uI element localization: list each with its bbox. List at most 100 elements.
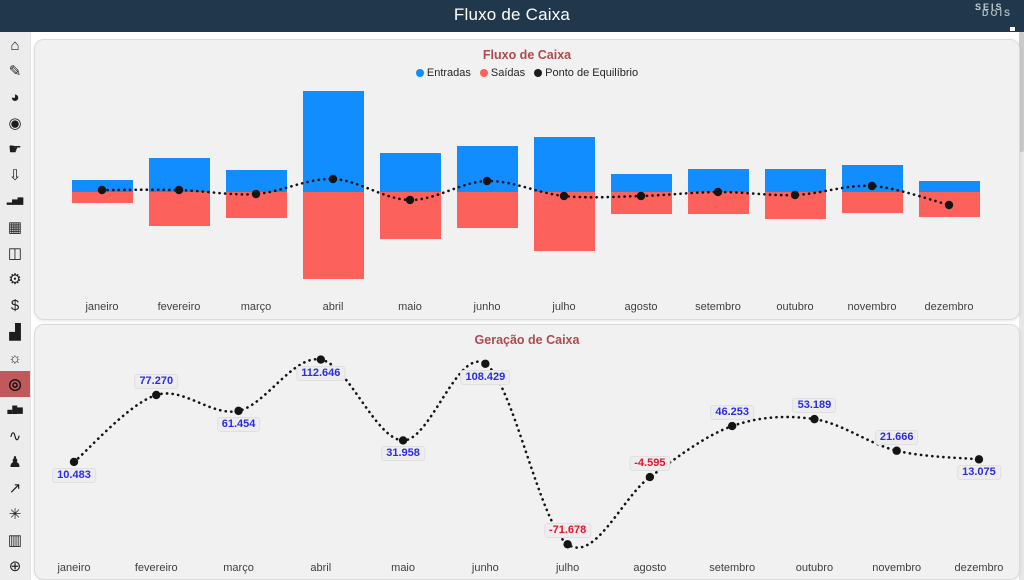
saidas-bar-dezembro[interactable] [918,192,980,217]
entradas-bar-novembro[interactable] [841,165,903,192]
saidas-bar-agosto[interactable] [610,192,672,214]
chart-coin-icon: ▟ [9,323,21,341]
saidas-bar-setembro[interactable] [687,192,749,214]
x-axis-label: agosto [633,562,667,574]
x-axis-label: novembro [872,562,922,574]
table-icon: ▦ [7,219,23,237]
data-label-abril: 112.646 [296,365,346,381]
dollar-network-icon: ☼ [8,349,22,367]
flux-chart-card: Fluxo de Caixa Entradas Saídas Ponto de Eq… [34,39,1020,320]
data-label-agosto: -4.595 [629,456,671,472]
x-axis-label: fevereiro [134,562,178,574]
page-title: Fluxo de Caixa [453,5,571,24]
x-axis-label: julho [552,301,576,313]
sidebar-item-people-chart[interactable]: ▥ [0,528,30,554]
x-axis-label: abril [310,562,332,574]
hand-money-icon: ☛ [8,140,22,158]
dotted-line [72,358,981,549]
data-label-dezembro: 13.075 [957,465,1001,481]
growth-bars-icon: ▂▅▇ [6,198,24,206]
entradas-bar-agosto[interactable] [610,174,672,192]
legend-item[interactable]: Entradas [415,67,471,79]
data-point-marker [398,436,408,445]
sidebar-item-indicators[interactable]: ◉ [0,110,30,136]
sidebar-item-coins-analysis[interactable]: ♟ [0,450,30,476]
sidebar-item-projection-chart[interactable]: ∿ [0,423,30,449]
saidas-bar-maio[interactable] [379,192,441,239]
sidebar-item-cash-cycle[interactable]: ◎ [0,371,30,398]
dollar-growth-icon: ↗ [8,480,22,498]
saidas-bar-janeiro[interactable] [71,192,133,203]
data-point-marker [563,540,572,549]
money-bag-icon: $ [10,297,20,315]
entradas-bar-setembro[interactable] [687,169,749,192]
sidebar-item-globe[interactable]: ⊕ [0,554,30,580]
sidebar-item-table[interactable]: ▦ [0,215,30,241]
projection-chart-icon: ∿ [8,427,22,445]
data-point-marker [892,446,901,455]
sidebar-item-growth-bars[interactable]: ▂▅▇ [0,189,30,215]
sidebar-item-chart-coin[interactable]: ▟ [0,319,30,345]
saidas-bar-fevereiro[interactable] [148,192,210,226]
sidebar-item-report[interactable]: ✎ [0,58,30,84]
sidebar-item-dashboard[interactable]: ◫ [0,241,30,267]
entradas-bar-outubro[interactable] [764,169,826,192]
entradas-bar-março[interactable] [225,170,287,192]
data-point-marker [481,359,490,368]
entradas-bar-dezembro[interactable] [918,181,980,192]
saidas-bar-julho[interactable] [533,192,595,251]
sidebar-item-podium[interactable]: ▄█▆ [0,397,30,423]
logo-line-2: DOIS [981,8,1012,18]
sidebar-item-dollar-network[interactable]: ☼ [0,345,30,371]
indicators-icon: ◉ [8,114,22,132]
scrollbar-thumb[interactable] [1019,32,1024,152]
x-axis-label: junho [473,301,501,313]
data-point-marker [974,455,984,464]
sidebar-item-expenses-down[interactable]: ⇩ [0,162,30,188]
legend-dot [534,69,543,77]
sidebar-item-hand-money[interactable]: ☛ [0,136,30,162]
saidas-bar-março[interactable] [225,192,287,218]
sidebar-item-home[interactable]: ⌂ [0,32,30,58]
x-axis-label: março [223,562,254,574]
data-point-marker [69,457,79,467]
x-axis-label: setembro [709,562,756,574]
coins-analysis-icon: ♟ [8,454,22,472]
entradas-bar-junho[interactable] [456,146,518,192]
entradas-bar-janeiro[interactable] [71,180,133,192]
data-label-julho: -71.678 [543,523,592,539]
sidebar-item-money-tree[interactable]: ✳ [0,502,30,528]
data-label-junho: 108.429 [460,369,511,385]
entradas-bar-abril[interactable] [302,91,364,192]
legend-label: Ponto de Equilíbrio [545,67,639,79]
sidebar-item-pie-chart[interactable]: ◕ [0,84,30,110]
app-header: Fluxo de Caixa SEIS DOIS [0,0,1024,32]
x-axis-label: outubro [776,301,814,313]
entradas-bar-fevereiro[interactable] [148,158,210,192]
saidas-bar-novembro[interactable] [841,192,903,213]
sidebar-item-money-bag[interactable]: $ [0,293,30,319]
scrollbar[interactable] [1019,32,1024,580]
saidas-bar-junho[interactable] [456,192,518,228]
data-point-marker [810,414,819,424]
entradas-bar-maio[interactable] [379,153,441,192]
saidas-bar-abril[interactable] [302,192,364,279]
globe-icon: ⊕ [8,558,22,576]
dashboard-icon: ◫ [7,245,23,263]
entradas-bar-julho[interactable] [533,137,595,192]
report-icon: ✎ [8,62,22,80]
pie-chart-icon: ◕ [10,88,20,106]
legend-item[interactable]: Saídas [479,67,525,79]
sidebar-item-gears[interactable]: ⚙ [0,267,30,293]
data-point-marker [645,472,655,482]
expenses-down-icon: ⇩ [8,167,22,185]
x-axis-label: abril [322,301,344,313]
x-axis-label: julho [555,562,580,574]
x-axis-label: novembro [847,301,897,313]
x-axis-label: março [240,301,272,313]
sidebar-item-dollar-growth[interactable]: ↗ [0,476,30,502]
data-label-janeiro: 10.483 [52,467,96,483]
legend-item[interactable]: Ponto de Equilíbrio [534,67,638,79]
saidas-bar-outubro[interactable] [764,192,826,219]
